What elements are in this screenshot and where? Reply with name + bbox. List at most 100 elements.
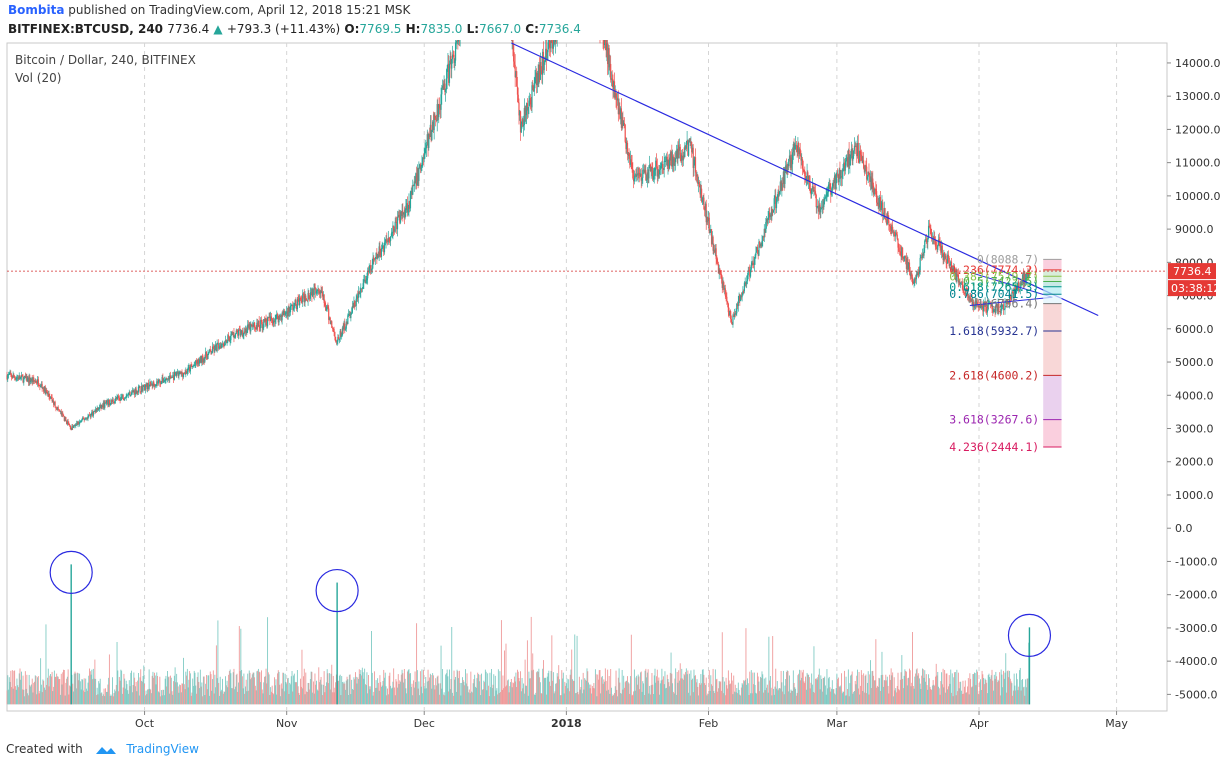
candle-body (81, 419, 83, 422)
candle-body (370, 265, 372, 271)
candle-body (230, 334, 232, 341)
candle-body (871, 178, 873, 189)
candle-body (644, 170, 646, 173)
candle-body (353, 301, 355, 307)
candle-body (20, 375, 23, 378)
candle-body (350, 313, 352, 319)
candle-body (710, 229, 713, 245)
candle-body (49, 396, 51, 399)
candle-body (415, 173, 417, 183)
candle-body (634, 175, 636, 179)
candle-body (763, 228, 765, 238)
candle-body (962, 284, 964, 289)
candle-body (403, 212, 405, 218)
candle-body (83, 418, 85, 421)
fib-label: 0.618(7265.3) (949, 280, 1039, 294)
candle-body (354, 305, 357, 307)
candle-body (777, 191, 779, 197)
candle-body (279, 316, 282, 317)
candle-body (652, 176, 655, 180)
candle-body (742, 290, 744, 296)
candle-body (151, 383, 153, 387)
candle-body (310, 292, 312, 293)
candle-body (1012, 291, 1014, 293)
candle-body (730, 319, 733, 323)
candle-body (381, 248, 383, 250)
price-axis[interactable]: 14000.0 13000.0 12000.0 11000.0 10000.0 9000.… (1167, 57, 1221, 701)
candle-body (215, 345, 217, 346)
candle-body (858, 158, 860, 163)
candle-body (890, 229, 892, 231)
candle-body (870, 176, 872, 189)
fib-zone (1043, 331, 1062, 376)
candle-body (203, 358, 205, 362)
candle-body (104, 402, 107, 404)
candle-body (189, 365, 191, 372)
price-chart[interactable]: 0(8088.7)0.236(7774.2)0.382(7579.7)0.5(7… (0, 40, 1226, 740)
candle-body (691, 142, 693, 153)
candle-body (415, 173, 418, 186)
candle-body (1023, 272, 1025, 284)
candle-body (968, 297, 970, 299)
author-link[interactable]: Bombita (8, 3, 65, 17)
candle-body (845, 160, 847, 166)
candle-body (701, 201, 703, 203)
quote-line: BITFINEX:BTCUSD, 240 7736.4 ▲ +793.3 (+1… (8, 22, 581, 36)
candle-body (856, 145, 858, 157)
candle-body (120, 396, 122, 401)
candle-body (37, 379, 39, 386)
candle-body (117, 395, 119, 397)
candle-body (683, 155, 685, 157)
candle-body (873, 188, 875, 195)
candle-body (179, 371, 182, 374)
candle-body (805, 177, 807, 180)
candle-body (758, 241, 760, 256)
candle-body (256, 322, 258, 330)
candle-body (334, 336, 337, 342)
plot-area[interactable] (6, 42, 1168, 712)
y-tick-label: 0.0 (1175, 522, 1193, 535)
candle-body (991, 303, 993, 309)
y-tick-label: -4000.0 (1175, 655, 1217, 668)
candle-body (416, 168, 418, 186)
candle-body (441, 85, 444, 89)
candle-body (550, 40, 552, 49)
tradingview-logo-icon (95, 746, 116, 754)
candle-body (441, 88, 443, 95)
candle-body (937, 245, 939, 250)
candle-body (308, 293, 310, 299)
candle-body (108, 399, 110, 406)
candle-body (247, 324, 250, 328)
candle-body (922, 253, 924, 256)
candle-body (260, 319, 263, 323)
candle-body (389, 240, 391, 242)
candle-body (127, 392, 130, 395)
candle-body (138, 386, 140, 387)
candle-body (847, 150, 849, 167)
candle-body (428, 133, 430, 148)
candle-body (274, 318, 276, 322)
tradingview-link[interactable]: TradingView (126, 742, 199, 756)
candle-body (202, 355, 204, 363)
candle-body (607, 43, 609, 65)
candle-body (531, 85, 533, 108)
candle-body (365, 280, 367, 283)
candle-body (169, 375, 172, 379)
candle-body (960, 282, 963, 284)
candle-body (244, 331, 246, 333)
candle-body (25, 375, 27, 379)
candle-body (216, 343, 218, 352)
candle-body (886, 212, 888, 225)
candle-body (872, 185, 875, 195)
candle-body (638, 172, 640, 174)
time-axis[interactable]: Oct Nov Dec 2018 Feb Mar Apr May (135, 711, 1128, 730)
candle-body (960, 282, 962, 284)
candle-body (788, 155, 791, 160)
candle-body (359, 292, 361, 294)
candle-body (757, 250, 759, 256)
candle-body (643, 169, 645, 173)
candle-body (901, 247, 904, 259)
candle-body (169, 375, 171, 380)
candle-body (918, 270, 921, 274)
candle-body (874, 188, 876, 190)
